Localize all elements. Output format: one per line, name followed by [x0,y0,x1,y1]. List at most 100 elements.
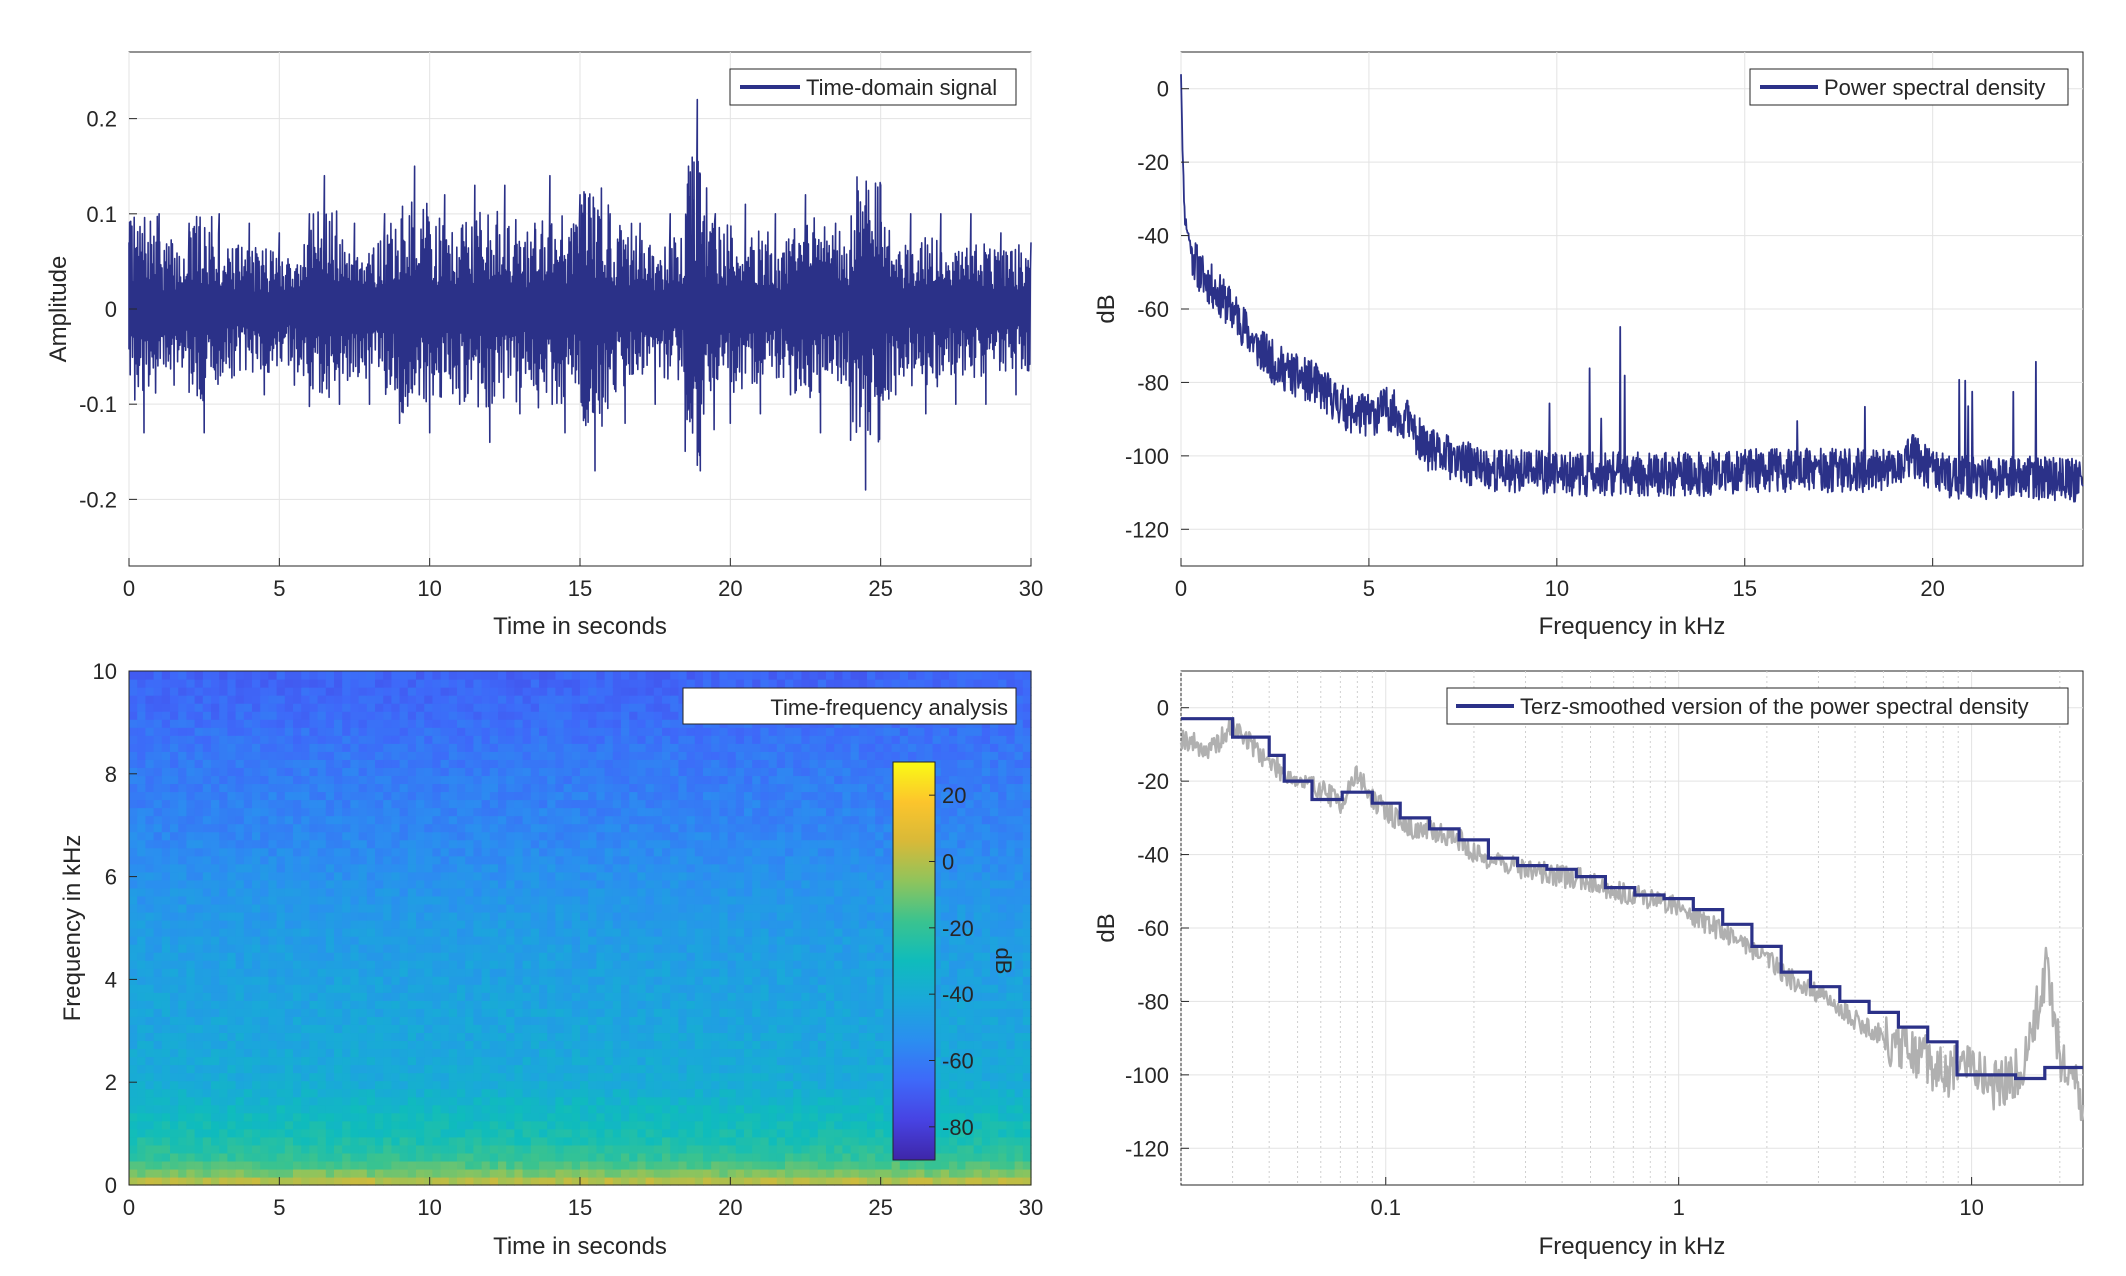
spectrogram-cell [227,1080,237,1090]
spectrogram-cell [719,1008,729,1017]
spectrogram-cell [949,879,958,889]
spectrogram-cell [981,895,991,905]
spectrogram-cell [457,1000,466,1009]
spectrogram-cell [563,879,573,889]
spectrogram-cell [276,855,286,865]
spectrogram-cell [194,984,204,993]
spectrogram-cell [604,928,614,937]
spectrogram-cell [817,1072,827,1082]
spectrogram-cell [514,1152,524,1162]
spectrogram-cell [309,1104,319,1114]
spectrogram-cell [448,1152,458,1162]
spectrogram-cell [399,855,409,865]
spectrogram-cell [727,903,737,913]
spectrogram-cell [580,1136,589,1146]
spectrogram-cell [1006,1144,1016,1154]
spectrogram-cell [448,919,458,929]
spectrogram-cell [596,1176,606,1186]
spectrogram-cell [670,1168,679,1178]
spectrogram-cell [366,976,376,985]
spectrogram-cell [342,1032,351,1042]
spectrogram-cell [990,895,999,905]
spectrogram-cell [801,1056,811,1066]
spectrogram-cell [563,1040,573,1050]
spectrogram-cell [875,1136,884,1146]
spectrogram-cell [547,1176,556,1186]
spectrogram-cell [858,847,868,857]
spectrogram-cell [990,944,999,953]
spectrogram-cell [793,1104,802,1114]
spectrogram-cell [760,871,770,881]
spectrogram-cell [571,984,581,993]
spectrogram-cell [785,887,794,897]
spectrogram-cell [202,984,212,993]
spectrogram-cell [129,1016,138,1025]
spectrogram-cell [440,1168,450,1178]
spectrogram-cell [875,1152,884,1162]
spectrogram-cell [858,1136,868,1146]
spectrogram-cell [867,1024,876,1034]
spectrogram-cell [801,928,811,937]
spectrogram-cell [342,847,351,857]
spectrogram-cell [1006,936,1016,945]
spectrogram-cell [768,855,778,865]
spectrogram-cell [1006,1176,1016,1186]
spectrogram-cell [391,855,401,865]
spectrogram-cell [137,839,146,849]
spectrogram-cell [211,952,220,961]
spectrogram-cell [325,936,335,945]
spectrogram-cell [481,1008,491,1017]
spectrogram-cell [1022,1000,1032,1009]
spectrogram-cell [342,936,351,945]
spectrogram-cell [481,968,491,977]
spectrogram-cell [424,895,433,905]
spectrogram-cell [981,1024,991,1034]
spectrogram-cell [973,855,983,865]
spectrogram-cell [817,1064,827,1074]
spectrogram-cell [1014,919,1024,929]
spectrogram-cell [416,1000,425,1009]
spectrogram-cell [309,928,319,937]
spectrogram-cell [539,847,548,857]
spectrogram-cell [817,855,827,865]
spectrogram-cell [637,1048,647,1058]
spectrogram-cell [211,855,220,865]
spectrogram-cell [235,871,245,881]
spectrogram-cell [243,879,253,889]
spectrogram-cell [268,944,278,953]
spectrogram-cell [867,903,876,913]
spectrogram-cell [268,976,278,985]
spectrogram-cell [735,887,745,897]
spectrogram-cell [334,1024,343,1034]
spectrogram-cell [752,1008,761,1017]
spectrogram-cell [260,823,269,833]
spectrogram-cell [375,1168,384,1178]
spectrogram-cell [399,1072,409,1082]
spectrogram-cell [473,1176,483,1186]
spectrogram-cell [752,1056,761,1066]
spectrogram-cell [670,879,679,889]
spectrogram-cell [817,919,827,929]
spectrogram-cell [407,1016,417,1025]
spectrogram-cell [317,1072,327,1082]
spectrogram-cell [703,1008,712,1017]
spectrogram-cell [793,944,802,953]
spectrogram-cell [211,879,220,889]
spectrogram-cell [194,1000,204,1009]
spectrogram-cell [219,1120,228,1130]
spectrogram-cell [506,1128,515,1138]
spectrogram-cell [309,944,319,953]
spectrogram-cell [457,855,466,865]
spectrogram-cell [662,976,671,985]
spectrogram-cell [965,928,975,937]
spectrogram-cell [990,855,999,865]
spectrogram-cell [325,1144,335,1154]
spectrogram-cell [383,1168,392,1178]
spectrogram-cell [670,1024,679,1034]
spectrogram-cell [768,871,778,881]
spectrogram-cell [645,1152,655,1162]
spectrogram-cell [219,863,228,873]
spectrogram-cell [621,1160,630,1170]
spectrogram-cell [284,895,294,905]
spectrogram-cell [153,1120,163,1130]
